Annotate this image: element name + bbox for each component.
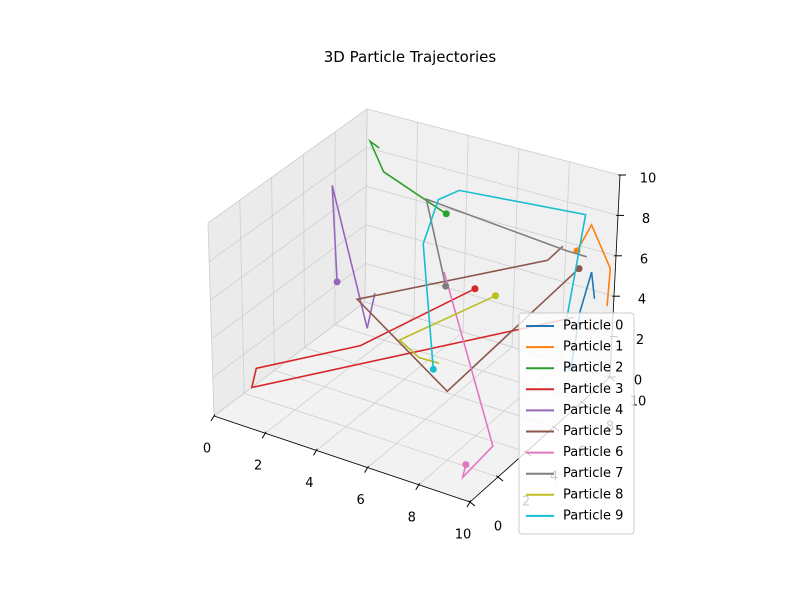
legend-item[interactable]: Particle 7: [526, 466, 623, 481]
grid-line-z-left: [210, 185, 367, 301]
series-4: [331, 185, 376, 329]
trajectory-line: [331, 185, 376, 329]
legend-item[interactable]: Particle 9: [526, 508, 623, 523]
x-axis-line: [213, 415, 471, 503]
grid-line-y-left: [239, 200, 245, 394]
grid-line-x-back: [413, 122, 418, 318]
series-5: [355, 245, 583, 393]
grid-line-z-left: [208, 147, 367, 262]
x-tick-mark: [364, 465, 369, 473]
x-tick-mark: [261, 431, 267, 439]
grid-line-x-back: [511, 148, 520, 348]
legend-label: Particle 0: [563, 319, 623, 334]
grid-line-z-back: [366, 185, 617, 257]
grid-line-z-back: [366, 108, 621, 176]
series-3: [250, 285, 575, 389]
legend[interactable]: Particle 0 Particle 1 Particle 2 Particle 3…: [518, 312, 635, 535]
trajectory-line: [425, 197, 587, 287]
x-tick-mark: [312, 448, 318, 456]
y-tick-mark: [468, 500, 476, 507]
legend-label: Particle 5: [563, 424, 623, 439]
trajectory-line: [368, 138, 447, 215]
grid-line-z-left: [213, 301, 366, 417]
start-marker: [333, 278, 341, 286]
z-tick-label: 10: [640, 172, 657, 187]
x-tick-label: 0: [203, 442, 211, 457]
legend-item[interactable]: Particle 1: [526, 340, 623, 355]
legend-label: Particle 4: [563, 403, 623, 418]
grid-line-y-left: [271, 177, 275, 371]
start-marker: [442, 210, 450, 218]
legend-item[interactable]: Particle 0: [526, 319, 623, 334]
x-tick-mark: [415, 483, 421, 491]
start-marker: [471, 285, 479, 293]
legend-label: Particle 8: [563, 487, 623, 502]
z-tick-label: 4: [638, 293, 646, 308]
grid-line-x-floor: [316, 331, 464, 451]
legend-label: Particle 9: [563, 508, 623, 523]
series-2: [368, 138, 450, 218]
grid-line-x-floor: [367, 346, 513, 468]
trajectory-line: [398, 295, 496, 364]
legend-item[interactable]: Particle 4: [526, 403, 623, 418]
x-tick-label: 8: [408, 510, 416, 525]
start-marker: [491, 292, 499, 300]
z-tick-label: 8: [642, 212, 650, 227]
plot-series: [250, 138, 612, 480]
legend-label: Particle 3: [563, 382, 623, 397]
grid-line-z-back: [366, 147, 619, 216]
start-marker: [442, 282, 450, 290]
legend-label: Particle 7: [563, 466, 623, 481]
y-tick-mark: [496, 475, 504, 482]
grid-line-y-floor: [274, 370, 527, 453]
x-tick-label: 10: [455, 528, 472, 543]
series-8: [398, 292, 499, 364]
series-6: [443, 271, 494, 480]
grid-line-y-left: [303, 154, 305, 348]
legend-label: Particle 6: [563, 445, 623, 460]
grid-line-x-floor: [264, 316, 415, 434]
grid-line-z-left: [207, 108, 368, 224]
trajectory-line: [576, 223, 612, 307]
grid-line-y-floor: [244, 392, 499, 478]
x-tick-label: 2: [254, 459, 262, 474]
z-tick-label: 2: [636, 333, 644, 348]
y-tick-label: 0: [494, 520, 502, 535]
legend-item[interactable]: Particle 2: [526, 361, 623, 376]
legend-item[interactable]: Particle 3: [526, 382, 623, 397]
series-7: [425, 197, 587, 290]
x-tick-label: 4: [305, 476, 313, 491]
x-tick-label: 6: [356, 493, 364, 508]
legend-item[interactable]: Particle 8: [526, 487, 623, 502]
legend-item[interactable]: Particle 5: [526, 424, 623, 439]
legend-label: Particle 1: [563, 340, 623, 355]
z-tick-label: 0: [634, 374, 642, 389]
series-9: [422, 189, 587, 373]
grid-line-z-left: [211, 224, 367, 340]
start-marker: [575, 265, 583, 273]
start-marker: [429, 365, 437, 373]
legend-item[interactable]: Particle 6: [526, 445, 623, 460]
grid-line-x-back: [462, 135, 469, 333]
legend-label: Particle 2: [563, 361, 623, 376]
grid-line-y-left: [207, 222, 215, 417]
grid-line-y-left: [364, 108, 368, 303]
grid-line-y-floor: [304, 347, 555, 428]
chart-title: 3D Particle Trajectories: [323, 48, 497, 66]
z-tick-label: 6: [640, 252, 648, 267]
trajectory-line: [443, 271, 494, 480]
x-tick-mark: [210, 414, 216, 422]
trajectory-line: [250, 287, 575, 389]
trajectory-line: [422, 189, 587, 370]
trajectory-line: [355, 245, 580, 393]
start-marker: [462, 461, 470, 469]
